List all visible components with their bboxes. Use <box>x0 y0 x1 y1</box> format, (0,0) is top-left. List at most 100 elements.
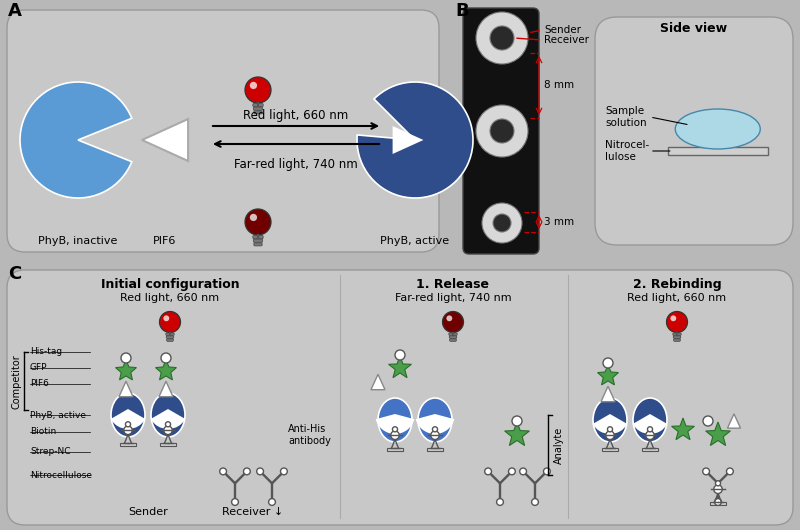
Text: Initial configuration: Initial configuration <box>101 278 239 291</box>
Polygon shape <box>119 381 133 396</box>
Circle shape <box>509 468 515 475</box>
Circle shape <box>482 203 522 243</box>
FancyBboxPatch shape <box>254 107 262 110</box>
Circle shape <box>493 214 511 232</box>
Polygon shape <box>155 360 177 380</box>
Text: PIF6: PIF6 <box>154 236 177 246</box>
FancyBboxPatch shape <box>450 336 457 338</box>
Circle shape <box>543 468 550 475</box>
FancyBboxPatch shape <box>674 339 680 341</box>
Text: B: B <box>455 2 469 20</box>
Circle shape <box>269 499 275 506</box>
Circle shape <box>490 26 514 50</box>
Text: PhyB, active: PhyB, active <box>381 236 450 246</box>
Polygon shape <box>389 356 411 378</box>
Ellipse shape <box>593 398 627 442</box>
Ellipse shape <box>418 398 452 442</box>
Circle shape <box>166 422 170 427</box>
Wedge shape <box>416 414 454 434</box>
Ellipse shape <box>633 398 667 442</box>
Bar <box>427 448 442 450</box>
Circle shape <box>433 427 438 432</box>
Circle shape <box>603 358 613 368</box>
Circle shape <box>250 214 257 221</box>
Circle shape <box>606 431 614 439</box>
Circle shape <box>442 312 463 332</box>
Bar <box>710 502 726 505</box>
Ellipse shape <box>111 393 145 437</box>
Bar <box>120 443 136 446</box>
Circle shape <box>161 353 171 363</box>
Polygon shape <box>371 374 385 390</box>
Circle shape <box>220 468 226 475</box>
Circle shape <box>446 315 452 321</box>
Text: His-tag: His-tag <box>30 348 62 357</box>
Circle shape <box>490 119 514 143</box>
Circle shape <box>726 468 734 475</box>
Circle shape <box>714 499 722 506</box>
Text: PhyB, inactive: PhyB, inactive <box>38 236 118 246</box>
FancyBboxPatch shape <box>254 111 262 114</box>
FancyBboxPatch shape <box>673 333 681 335</box>
Polygon shape <box>393 126 423 154</box>
Circle shape <box>393 427 398 432</box>
Text: C: C <box>8 265 22 283</box>
Text: Receiver ↓: Receiver ↓ <box>222 507 284 517</box>
Polygon shape <box>601 386 615 402</box>
FancyBboxPatch shape <box>450 339 456 341</box>
Wedge shape <box>150 409 186 429</box>
Text: Red light, 660 nm: Red light, 660 nm <box>121 293 219 303</box>
FancyBboxPatch shape <box>595 17 793 245</box>
Ellipse shape <box>378 398 412 442</box>
Text: Analyte: Analyte <box>554 426 564 464</box>
FancyBboxPatch shape <box>463 8 539 254</box>
Circle shape <box>512 416 522 426</box>
Text: Strep-NC: Strep-NC <box>30 447 70 456</box>
Text: Competitor: Competitor <box>11 355 21 409</box>
Circle shape <box>243 468 250 475</box>
Circle shape <box>485 468 491 475</box>
Text: PhyB, active: PhyB, active <box>30 411 86 420</box>
Polygon shape <box>142 119 188 161</box>
FancyBboxPatch shape <box>7 10 439 252</box>
FancyBboxPatch shape <box>7 270 793 525</box>
Text: Nitrocel-
lulose: Nitrocel- lulose <box>605 140 650 162</box>
Circle shape <box>126 422 130 427</box>
Circle shape <box>520 468 526 475</box>
FancyBboxPatch shape <box>166 333 174 335</box>
FancyBboxPatch shape <box>166 339 174 341</box>
Circle shape <box>164 426 172 435</box>
Polygon shape <box>505 422 530 446</box>
Circle shape <box>702 468 710 475</box>
Wedge shape <box>633 414 667 434</box>
Text: Side view: Side view <box>661 22 727 35</box>
Circle shape <box>257 468 263 475</box>
Text: Red light, 660 nm: Red light, 660 nm <box>243 109 349 122</box>
Text: Red light, 660 nm: Red light, 660 nm <box>627 293 726 303</box>
Text: Receiver: Receiver <box>544 35 589 45</box>
Circle shape <box>497 499 503 506</box>
Bar <box>668 147 768 155</box>
Circle shape <box>646 431 654 439</box>
Text: Sample
solution: Sample solution <box>605 106 646 128</box>
Polygon shape <box>706 422 730 446</box>
FancyBboxPatch shape <box>253 235 263 238</box>
Text: 3 mm: 3 mm <box>544 217 574 227</box>
Text: Sender: Sender <box>544 25 581 35</box>
Circle shape <box>647 427 653 432</box>
Circle shape <box>281 468 287 475</box>
Circle shape <box>607 427 613 432</box>
FancyBboxPatch shape <box>254 239 262 242</box>
Ellipse shape <box>675 109 760 149</box>
Text: Nitrocellulose: Nitrocellulose <box>30 471 92 480</box>
Bar <box>160 443 176 446</box>
Circle shape <box>476 105 528 157</box>
Circle shape <box>232 499 238 506</box>
Circle shape <box>395 350 405 360</box>
Text: Sender: Sender <box>128 507 168 517</box>
Circle shape <box>715 481 721 486</box>
Circle shape <box>532 499 538 506</box>
FancyBboxPatch shape <box>253 103 263 107</box>
Polygon shape <box>159 381 173 396</box>
FancyBboxPatch shape <box>166 336 174 338</box>
